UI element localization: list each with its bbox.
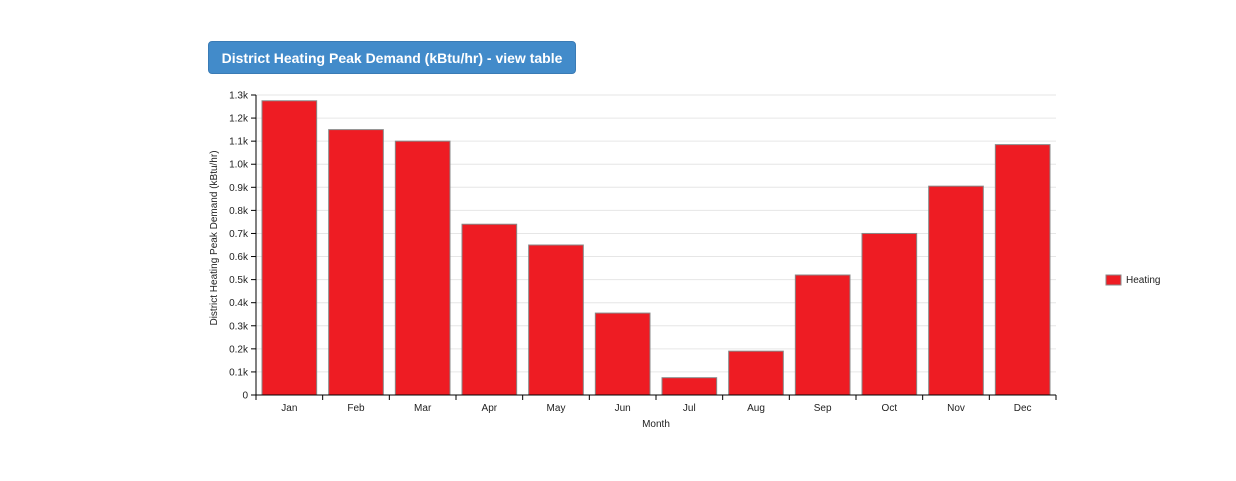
- x-tick-label: Aug: [747, 403, 765, 414]
- y-tick-label: 0.2k: [229, 344, 249, 355]
- gridlines: [256, 94, 1056, 373]
- x-tick-label: Jul: [683, 403, 696, 414]
- legend-label-heating: Heating: [1126, 275, 1160, 286]
- y-tick-label: 0.5k: [229, 275, 249, 286]
- bar-sep: [794, 274, 851, 396]
- x-tick-label: Dec: [1014, 403, 1032, 414]
- bar-oct: [861, 232, 918, 396]
- y-tick-label: 0.8k: [229, 206, 249, 217]
- y-tick-label: 0.6k: [229, 252, 249, 263]
- y-tick-label: 1.3k: [229, 91, 249, 102]
- x-tick-label: Feb: [347, 403, 365, 414]
- x-tick-label: Mar: [414, 403, 432, 414]
- bar-may: [528, 244, 584, 396]
- bar-jan: [261, 100, 318, 396]
- y-tick-label: 1.0k: [229, 160, 249, 171]
- x-tick-label: Jun: [615, 403, 631, 414]
- bar-jul: [661, 377, 718, 396]
- x-axis-title: Month: [642, 419, 670, 430]
- y-axis-title: District Heating Peak Demand (kBtu/hr): [209, 150, 220, 325]
- y-tick-label: 0.4k: [229, 298, 249, 309]
- y-tick-label: 0.9k: [229, 183, 249, 194]
- bar-jun: [594, 312, 651, 396]
- x-tick-label: Nov: [947, 403, 965, 414]
- y-tick-label: 0.7k: [229, 229, 249, 240]
- bar-aug: [728, 350, 784, 396]
- y-tick-label: 1.2k: [229, 114, 249, 125]
- y-tick-label: 1.1k: [229, 137, 249, 148]
- x-tick-label: May: [547, 403, 566, 414]
- y-tick-label: 0.3k: [229, 321, 249, 332]
- bar-mar: [394, 140, 451, 396]
- legend: Heating: [1105, 274, 1160, 286]
- view-table-title-button[interactable]: District Heating Peak Demand (kBtu/hr) -…: [208, 41, 576, 74]
- bar-nov: [928, 185, 984, 396]
- bars: [261, 100, 1051, 396]
- y-tick-label: 0.1k: [229, 367, 249, 378]
- legend-swatch-heating: [1105, 274, 1122, 286]
- y-tick-label: 0: [242, 391, 248, 402]
- bar-feb: [328, 129, 384, 396]
- bar-dec: [994, 144, 1051, 396]
- x-tick-label: Apr: [482, 403, 498, 414]
- x-tick-label: Sep: [814, 403, 832, 414]
- y-axis: 0 0.1k 0.2k 0.3k 0.4k 0.5k 0.6k 0.7k 0.8k 0.9k 1.0…: [229, 91, 257, 402]
- x-tick-label: Jan: [281, 403, 297, 414]
- bar-apr: [461, 223, 518, 396]
- x-axis: Jan Feb Mar Apr May Jun Jul Aug Sep Oct Nov Dec: [255, 394, 1057, 414]
- x-tick-label: Oct: [882, 403, 898, 414]
